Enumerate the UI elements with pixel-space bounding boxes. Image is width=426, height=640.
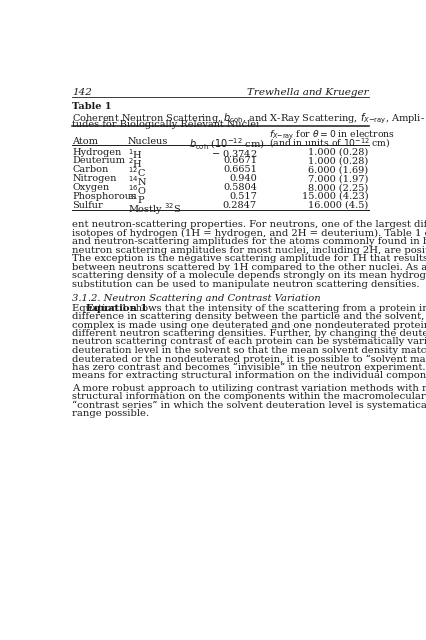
Text: Deuterium: Deuterium	[72, 157, 125, 166]
Text: $^2$H: $^2$H	[127, 157, 142, 170]
Text: 3.1.2. Neutron Scattering and Contrast Variation: 3.1.2. Neutron Scattering and Contrast V…	[72, 294, 320, 303]
Text: $-$ 0.3742: $-$ 0.3742	[210, 148, 256, 159]
Text: 7.000 (1.97): 7.000 (1.97)	[308, 174, 368, 183]
Text: 16.000 (4.5): 16.000 (4.5)	[308, 201, 368, 210]
Text: different neutron scattering densities. Further, by changing the deuterium level: different neutron scattering densities. …	[72, 329, 426, 338]
Text: Nitrogen: Nitrogen	[72, 174, 116, 183]
Text: “contrast series” in which the solvent deuteration level is systematically varie: “contrast series” in which the solvent d…	[72, 401, 426, 410]
Text: difference in scattering density between the particle and the solvent, i.e., its: difference in scattering density between…	[72, 312, 426, 321]
Text: has zero contrast and becomes “invisible” in the neutron experiment. Solvent mat: has zero contrast and becomes “invisible…	[72, 363, 426, 372]
Text: and neutron-scattering amplitudes for the atoms commonly found in biological sys: and neutron-scattering amplitudes for th…	[72, 237, 426, 246]
Text: range possible.: range possible.	[72, 409, 149, 418]
Text: Mostly $^{32}$S: Mostly $^{32}$S	[127, 201, 181, 216]
Text: scattering density of a molecule depends strongly on its mean hydrogen content, : scattering density of a molecule depends…	[72, 271, 426, 280]
Text: 142: 142	[72, 88, 92, 97]
Text: 1.000 (0.28): 1.000 (0.28)	[308, 148, 368, 157]
Text: Hydrogen: Hydrogen	[72, 148, 121, 157]
Text: ent neutron-scattering properties. For neutrons, one of the largest differences : ent neutron-scattering properties. For n…	[72, 220, 426, 229]
Text: 0.940: 0.940	[229, 174, 256, 183]
Text: $^{31}$P: $^{31}$P	[127, 192, 144, 205]
Text: deuteration level in the solvent so that the mean solvent density matches that o: deuteration level in the solvent so that…	[72, 346, 426, 355]
Text: 0.5804: 0.5804	[222, 183, 256, 192]
Text: neutron scattering amplitudes for most nuclei, including 2H, are positive and ap: neutron scattering amplitudes for most n…	[72, 246, 426, 255]
Text: Equation 1: Equation 1	[72, 303, 147, 312]
Text: 6.000 (1.69): 6.000 (1.69)	[308, 165, 368, 174]
Text: Trewhella and Krueger: Trewhella and Krueger	[246, 88, 368, 97]
Text: $^{16}$O: $^{16}$O	[127, 183, 146, 197]
Text: complex is made using one deuterated and one nondeuterated protein, the two prot: complex is made using one deuterated and…	[72, 321, 426, 330]
Text: 0.6651: 0.6651	[222, 165, 256, 174]
Text: $^1$H: $^1$H	[127, 148, 142, 161]
Text: Phosphorous: Phosphorous	[72, 192, 136, 201]
Text: means for extracting structural information on the individual components within : means for extracting structural informat…	[72, 371, 426, 380]
Text: deuterated or the nondeuterated protein, it is possible to “solvent match” that : deuterated or the nondeuterated protein,…	[72, 355, 426, 364]
Text: 0.2847: 0.2847	[222, 201, 256, 210]
Text: Table 1: Table 1	[72, 102, 111, 111]
Text: Coherent Neutron Scattering, $b_{\rm coh}$, and X-Ray Scattering, $f_{X\rm{-ray}: Coherent Neutron Scattering, $b_{\rm coh…	[72, 111, 424, 126]
Text: $f_{X\rm{-ray}}$ for $\theta = 0$ in electrons: $f_{X\rm{-ray}}$ for $\theta = 0$ in ele…	[268, 129, 393, 142]
Text: 1.000 (0.28): 1.000 (0.28)	[308, 157, 368, 166]
Text: isotopes of hydrogen (1H = hydrogen, and 2H = deuterium). Table 1 gives the cohe: isotopes of hydrogen (1H = hydrogen, and…	[72, 229, 426, 238]
Text: $^{14}$N: $^{14}$N	[127, 174, 147, 188]
Text: Atom: Atom	[72, 137, 98, 146]
Text: Equation 1 shows that the intensity of the scattering from a protein in solution: Equation 1 shows that the intensity of t…	[72, 303, 426, 312]
Text: 15.000 (4.23): 15.000 (4.23)	[301, 192, 368, 201]
Text: 8.000 (2.25): 8.000 (2.25)	[308, 183, 368, 192]
Text: between neutrons scattered by 1H compared to the other nuclei. As a consequence,: between neutrons scattered by 1H compare…	[72, 263, 426, 272]
Text: The exception is the negative scattering amplitude for 1H that results from a 18: The exception is the negative scattering…	[72, 254, 426, 263]
Text: tudes for Biologically Relevant Nuclei: tudes for Biologically Relevant Nuclei	[72, 120, 259, 129]
Text: Carbon: Carbon	[72, 165, 108, 174]
Text: (and in units of $10^{-12}$ cm): (and in units of $10^{-12}$ cm)	[268, 137, 389, 150]
Text: neutron scattering contrast of each protein can be systematically varied. By adj: neutron scattering contrast of each prot…	[72, 337, 426, 346]
Text: Sulfur: Sulfur	[72, 201, 103, 210]
Text: 0.6671: 0.6671	[222, 157, 256, 166]
Text: 0.517: 0.517	[228, 192, 256, 201]
Text: substitution can be used to manipulate neutron scattering densities.: substitution can be used to manipulate n…	[72, 280, 419, 289]
Text: A more robust approach to utilizing contrast variation methods with neutron scat: A more robust approach to utilizing cont…	[72, 383, 426, 393]
Text: Nucleus: Nucleus	[127, 137, 167, 146]
Text: structural information on the components within the macromolecular complexes is : structural information on the components…	[72, 392, 426, 401]
Text: Oxygen: Oxygen	[72, 183, 109, 192]
Text: $b_{\rm coh}$ ($10^{-12}$ cm): $b_{\rm coh}$ ($10^{-12}$ cm)	[189, 137, 265, 152]
Text: $^{12}$C: $^{12}$C	[127, 165, 145, 179]
